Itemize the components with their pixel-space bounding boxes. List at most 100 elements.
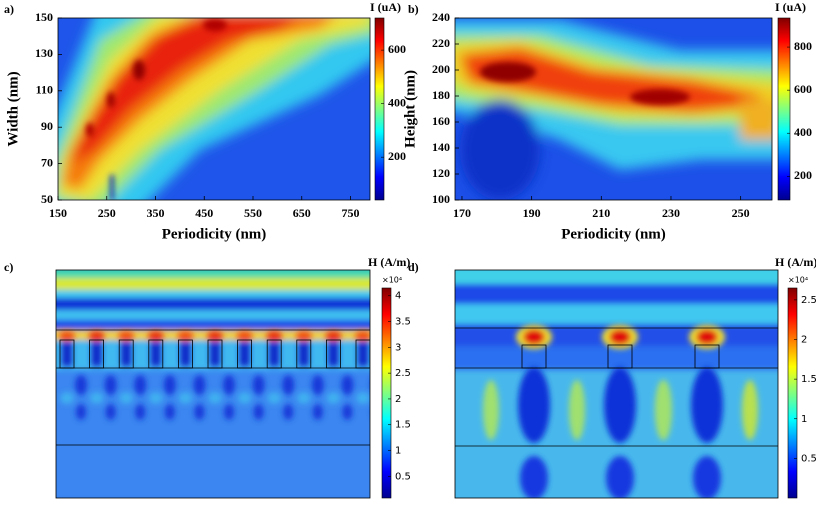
field-blob (239, 342, 250, 366)
colorbar-tick-label: 0.5 (801, 453, 816, 464)
colorbar-tick-label: 600 (388, 42, 406, 56)
x-tick-label: 150 (49, 206, 67, 220)
field-blob (60, 392, 74, 404)
field-blob (148, 392, 163, 404)
field-blob (283, 404, 294, 420)
field-blob (296, 392, 311, 404)
x-tick-label: 750 (342, 206, 360, 220)
y-tick-label: 140 (432, 140, 450, 154)
field-blob (164, 404, 175, 420)
y-tick-label: 100 (432, 192, 450, 206)
field-blob (147, 331, 164, 341)
plot-frame (454, 17, 773, 201)
field-blob (569, 380, 585, 440)
field-blob (208, 392, 222, 404)
colorbar-tick-label: 2.5 (395, 368, 411, 379)
panel-label: c) (4, 260, 13, 274)
field-blob (135, 404, 146, 420)
field-blob (178, 392, 193, 404)
field-blob (150, 342, 161, 366)
y-tick-label: 150 (35, 10, 53, 24)
x-tick-label: 250 (98, 206, 116, 220)
y-tick-label: 50 (41, 192, 53, 206)
field-blob (311, 375, 324, 395)
field-blob (210, 342, 220, 366)
field-blob (163, 375, 176, 395)
y-tick-label: 220 (432, 36, 450, 50)
x-tick-label: 650 (293, 206, 311, 220)
field-blob (266, 331, 283, 341)
field-blob (298, 342, 309, 366)
colorbar-tick-label: 4 (395, 291, 401, 302)
colorbar-tick-label: 3 (395, 342, 401, 353)
panel-label: d) (408, 260, 419, 274)
field-blob (193, 375, 206, 395)
field-blob (372, 404, 382, 420)
y-axis-label: Height (nm) (402, 70, 418, 148)
field-blob (121, 342, 132, 366)
heatmap-field (56, 270, 382, 498)
field-blob (118, 331, 135, 341)
field-blob (62, 342, 72, 366)
plot-frame (57, 17, 371, 201)
field-blob (520, 456, 548, 498)
field-blob (89, 392, 104, 404)
field-blob (282, 375, 295, 395)
x-tick-label: 550 (244, 206, 262, 220)
field-blob (358, 342, 368, 366)
field-blob (223, 375, 235, 395)
field-blob (267, 392, 282, 404)
colorbar-tick-label: 2 (395, 394, 401, 405)
colorbar-tick-label: 3.5 (395, 317, 411, 328)
colorbar-tick-label: 1 (801, 414, 807, 425)
panel-label: b) (408, 2, 419, 16)
colorbar-tick-label: 2 (801, 335, 807, 346)
y-tick-label: 240 (432, 10, 450, 24)
colorbar-tick-label: 800 (794, 39, 812, 53)
field-blob (236, 331, 253, 341)
x-axis-label: Periodicity (nm) (561, 226, 666, 242)
field-blob (237, 392, 252, 404)
field-blob (523, 329, 545, 345)
field-blob (269, 342, 280, 366)
field-blob (518, 367, 550, 443)
field-blob (252, 375, 265, 395)
field-blob (194, 404, 205, 420)
x-tick-label: 170 (453, 206, 471, 220)
field-blob (693, 456, 721, 498)
plot-frame (454, 269, 779, 499)
field-blob (253, 404, 264, 420)
colorbar-tick-label: 2.5 (801, 295, 816, 306)
colorbar-tick-label: 600 (794, 82, 812, 96)
field-blob (696, 329, 718, 345)
colorbar (381, 287, 392, 499)
plot-frame (55, 269, 371, 499)
colorbar (374, 17, 385, 201)
field-blob (207, 331, 223, 341)
x-tick-label: 230 (662, 206, 680, 220)
field-blob (328, 342, 339, 366)
x-axis-label: Periodicity (nm) (162, 226, 267, 242)
field-blob (325, 331, 342, 341)
field-blob (76, 404, 86, 420)
colorbar-tick-label: 200 (794, 168, 812, 182)
field-blob (342, 404, 353, 420)
y-tick-label: 70 (41, 155, 53, 169)
y-tick-label: 180 (432, 88, 450, 102)
x-tick-label: 250 (732, 206, 750, 220)
field-blob (742, 380, 758, 440)
field-blob (656, 380, 672, 440)
colorbar-tick-label: 400 (388, 95, 406, 109)
field-blob (691, 367, 723, 443)
field-blob (104, 375, 117, 395)
heatmap-field (58, 18, 370, 200)
field-blob (91, 342, 102, 366)
field-blob (356, 392, 370, 404)
colorbar-tick-label: 200 (388, 149, 406, 163)
field-blob (105, 404, 116, 420)
field-blob (180, 342, 191, 366)
field-blob (312, 404, 323, 420)
colorbar (777, 17, 791, 201)
field-blob (224, 404, 234, 420)
field-blob (119, 392, 134, 404)
